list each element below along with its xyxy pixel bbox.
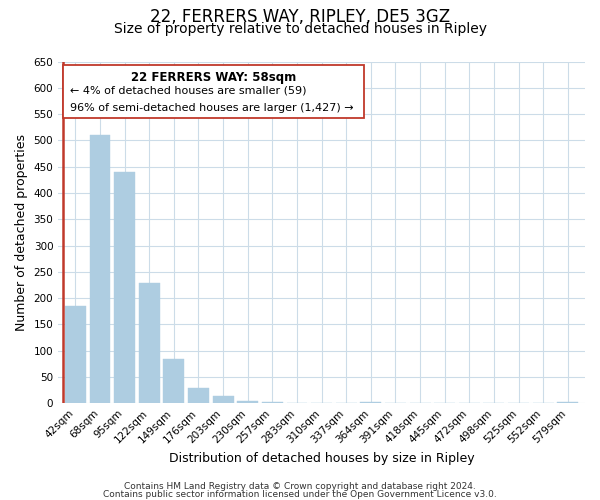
Text: 22, FERRERS WAY, RIPLEY, DE5 3GZ: 22, FERRERS WAY, RIPLEY, DE5 3GZ	[150, 8, 450, 26]
Bar	[139, 284, 160, 404]
Bar	[212, 396, 233, 404]
Bar	[65, 306, 86, 404]
Bar	[163, 358, 184, 404]
Bar	[114, 172, 135, 404]
Text: ← 4% of detached houses are smaller (59): ← 4% of detached houses are smaller (59)	[70, 86, 306, 96]
Bar	[361, 402, 381, 404]
Text: Contains public sector information licensed under the Open Government Licence v3: Contains public sector information licen…	[103, 490, 497, 499]
Bar	[262, 402, 283, 404]
Text: 22 FERRERS WAY: 58sqm: 22 FERRERS WAY: 58sqm	[131, 71, 296, 84]
Bar	[237, 401, 258, 404]
Bar	[434, 403, 455, 404]
Bar	[557, 402, 578, 404]
Text: 96% of semi-detached houses are larger (1,427) →: 96% of semi-detached houses are larger (…	[70, 104, 353, 114]
Text: Contains HM Land Registry data © Crown copyright and database right 2024.: Contains HM Land Registry data © Crown c…	[124, 482, 476, 491]
X-axis label: Distribution of detached houses by size in Ripley: Distribution of detached houses by size …	[169, 452, 475, 465]
Y-axis label: Number of detached properties: Number of detached properties	[15, 134, 28, 331]
Bar	[89, 135, 110, 404]
FancyBboxPatch shape	[64, 65, 364, 118]
Bar	[287, 403, 307, 404]
Text: Size of property relative to detached houses in Ripley: Size of property relative to detached ho…	[113, 22, 487, 36]
Bar	[188, 388, 209, 404]
